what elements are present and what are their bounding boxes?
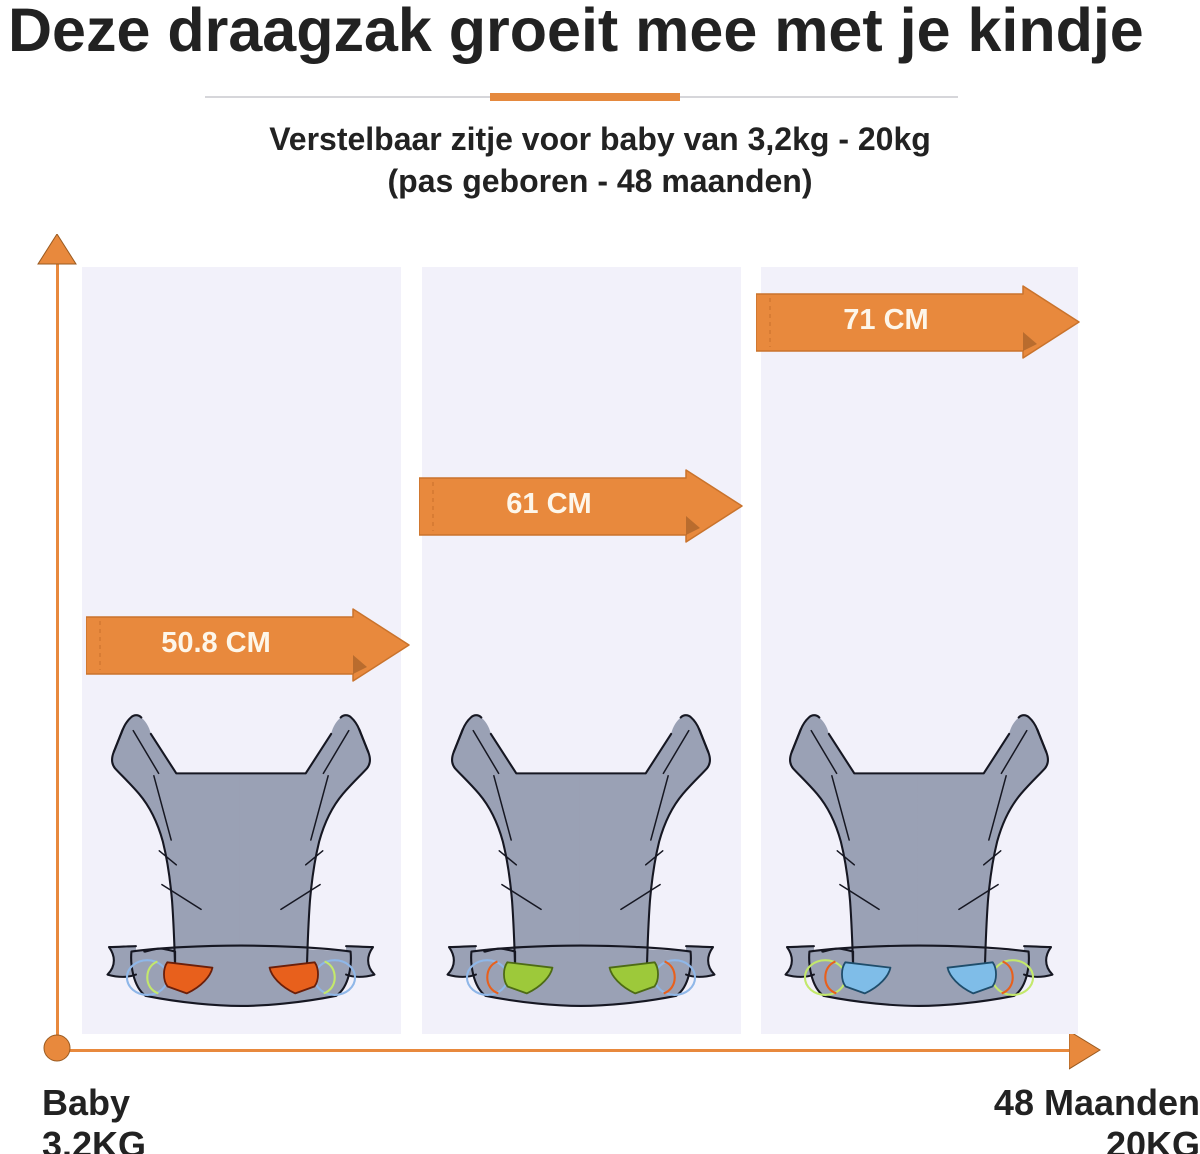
svg-text:71 CM: 71 CM [843,304,928,336]
svg-text:61 CM: 61 CM [506,488,591,520]
svg-text:50.8 CM: 50.8 CM [161,627,271,659]
